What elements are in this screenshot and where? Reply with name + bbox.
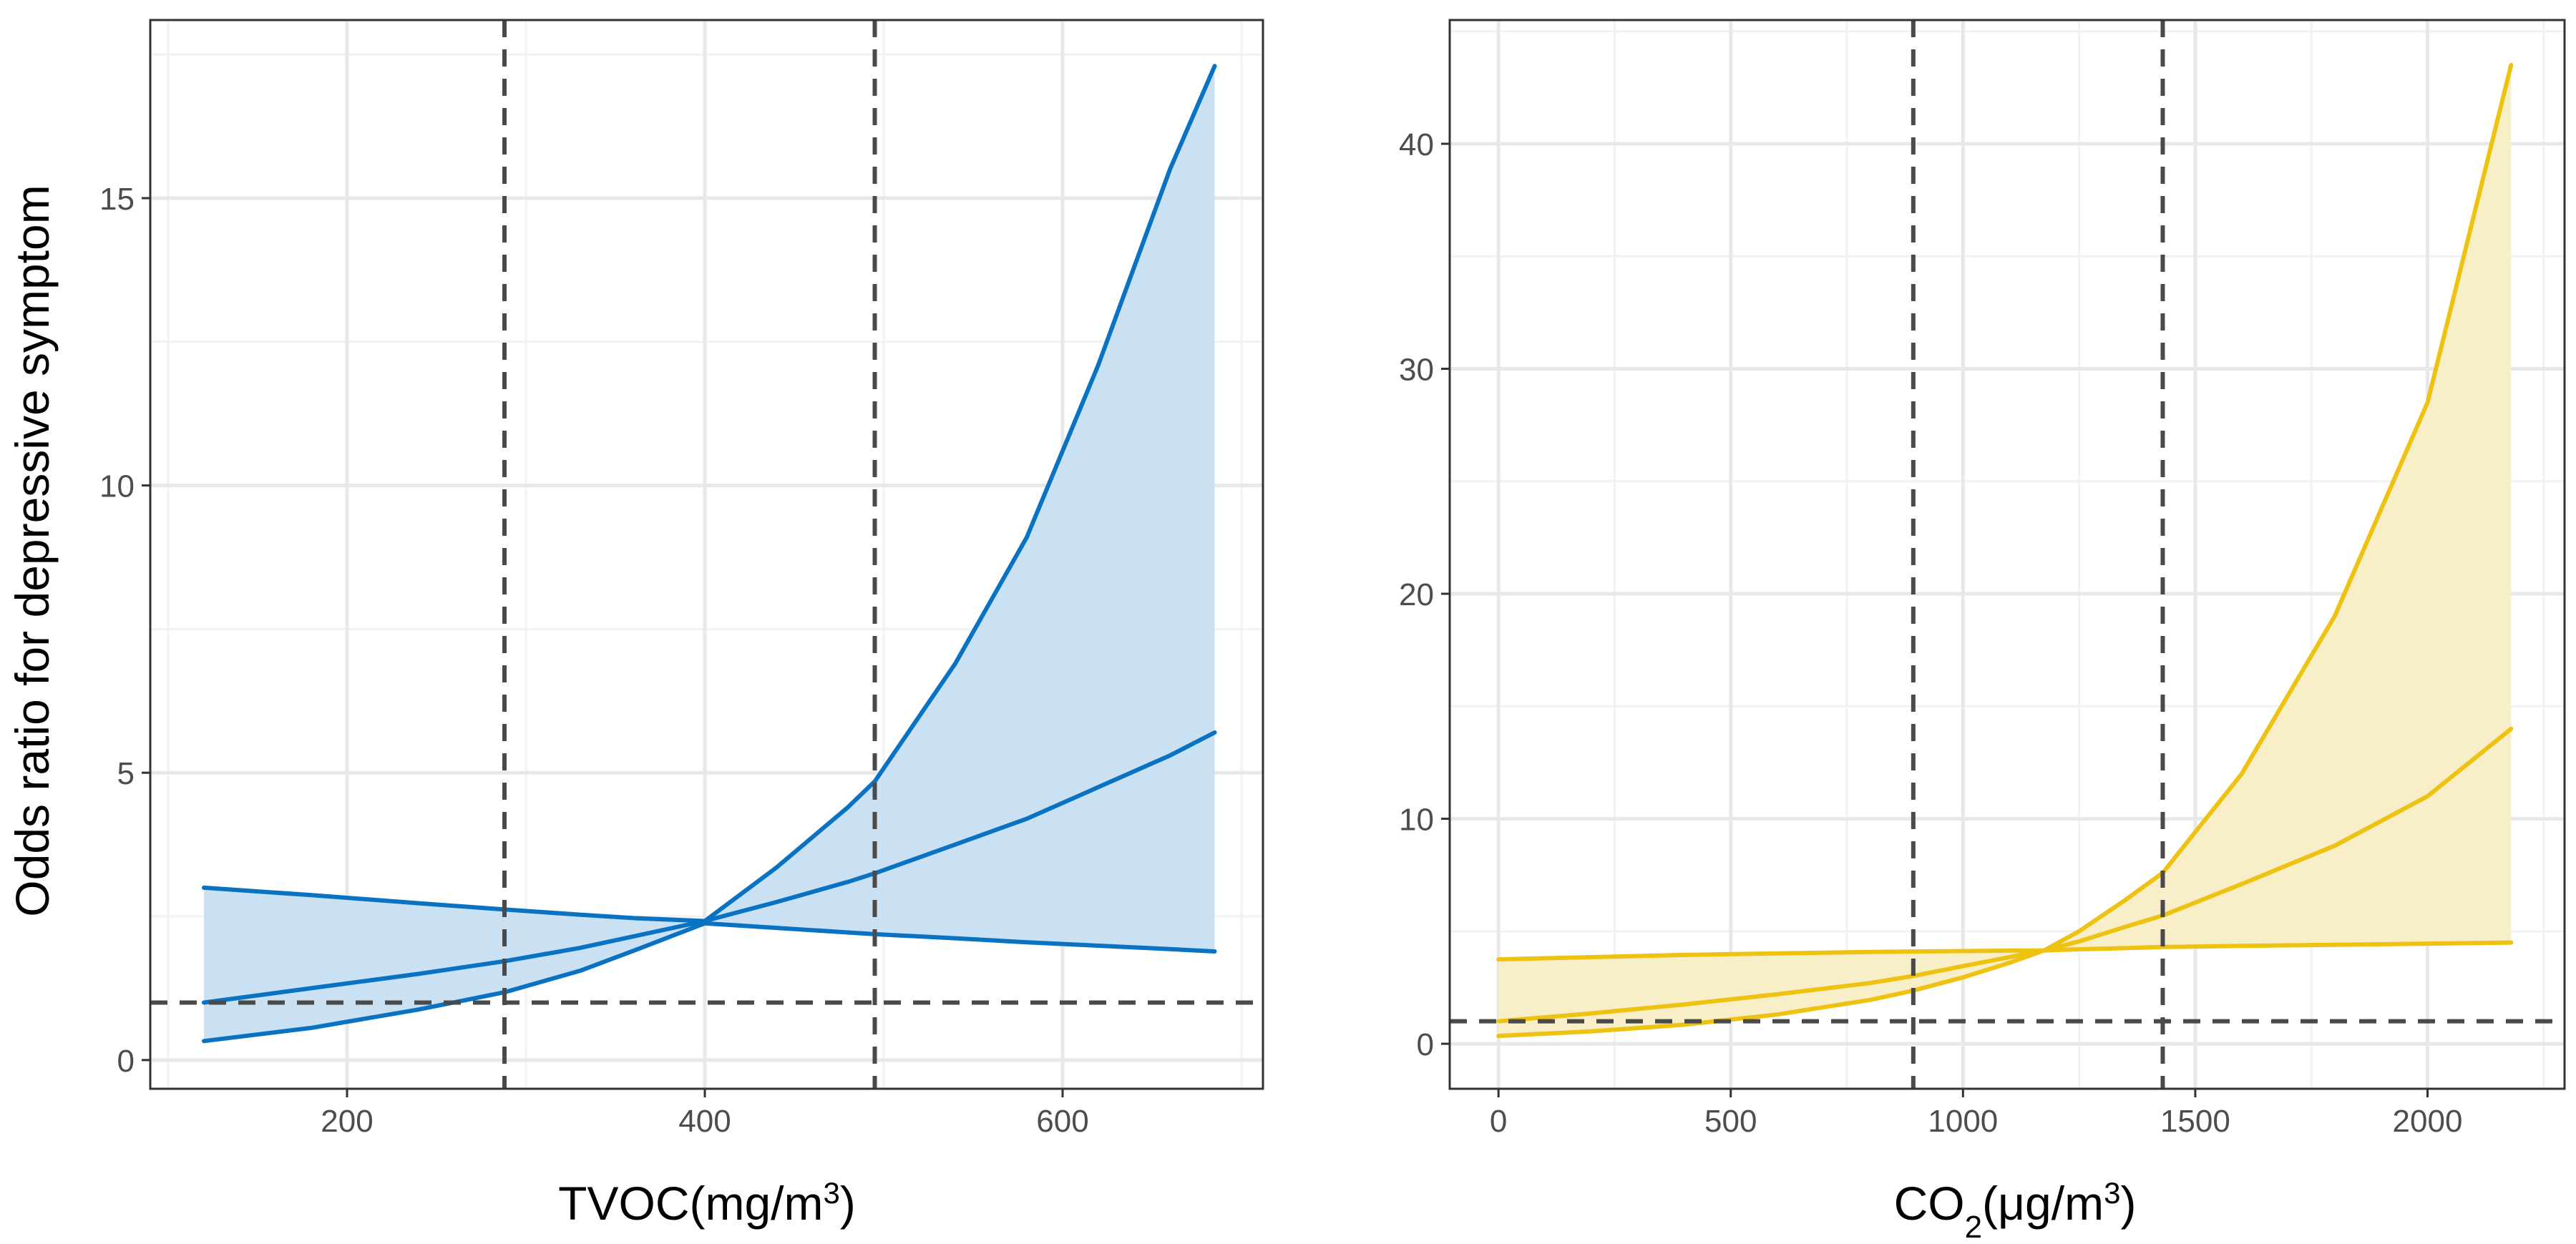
tvoc-confidence-band — [204, 66, 1215, 1042]
tvoc-y-tick-label: 0 — [117, 1044, 135, 1079]
tvoc-odds-ratio-line — [202, 730, 1217, 1005]
co2-x-tick-label: 2000 — [2393, 1104, 2463, 1139]
co2-y-tick-label: 40 — [1399, 127, 1434, 162]
tvoc-x-tick-label: 400 — [678, 1104, 731, 1139]
tvoc-x-axis-title: TVOC(mg/m3) — [558, 1176, 856, 1230]
co2-y-tick-label: 30 — [1399, 353, 1434, 388]
tvoc-y-tick-label: 5 — [117, 756, 135, 791]
tvoc-panel-border — [149, 19, 1264, 1090]
co2-y-tick-label: 10 — [1399, 803, 1434, 838]
co2-x-tick-label: 1000 — [1928, 1104, 1998, 1139]
co2-upper-ci-line — [1496, 62, 2514, 962]
tvoc-panel: 200 400 600 0 5 10 15 — [99, 19, 1264, 1139]
tvoc-y-tick-label: 15 — [99, 182, 135, 217]
co2-x-tick-label: 500 — [1704, 1104, 1757, 1139]
co2-x-axis-title: CO2(μg/m3) — [1894, 1176, 2137, 1244]
tvoc-y-tick-label: 10 — [99, 469, 135, 504]
co2-panel: 0 500 1000 1500 2000 0 10 20 30 40 — [1399, 19, 2566, 1139]
co2-y-tick-label: 20 — [1399, 577, 1434, 612]
co2-confidence-band — [1498, 64, 2512, 1037]
co2-x-tick-label: 0 — [1490, 1104, 1507, 1139]
tvoc-x-tick-label: 200 — [321, 1104, 373, 1139]
tvoc-upper-ci-line — [202, 64, 1217, 924]
co2-odds-ratio-line — [1496, 726, 2514, 1024]
co2-x-tick-label: 1500 — [2160, 1104, 2230, 1139]
y-axis-title: Odds ratio for depressive symptom — [6, 185, 59, 916]
co2-y-tick-label: 0 — [1417, 1027, 1434, 1062]
tvoc-x-tick-label: 600 — [1036, 1104, 1088, 1139]
co2-panel-border — [1448, 19, 2566, 1090]
